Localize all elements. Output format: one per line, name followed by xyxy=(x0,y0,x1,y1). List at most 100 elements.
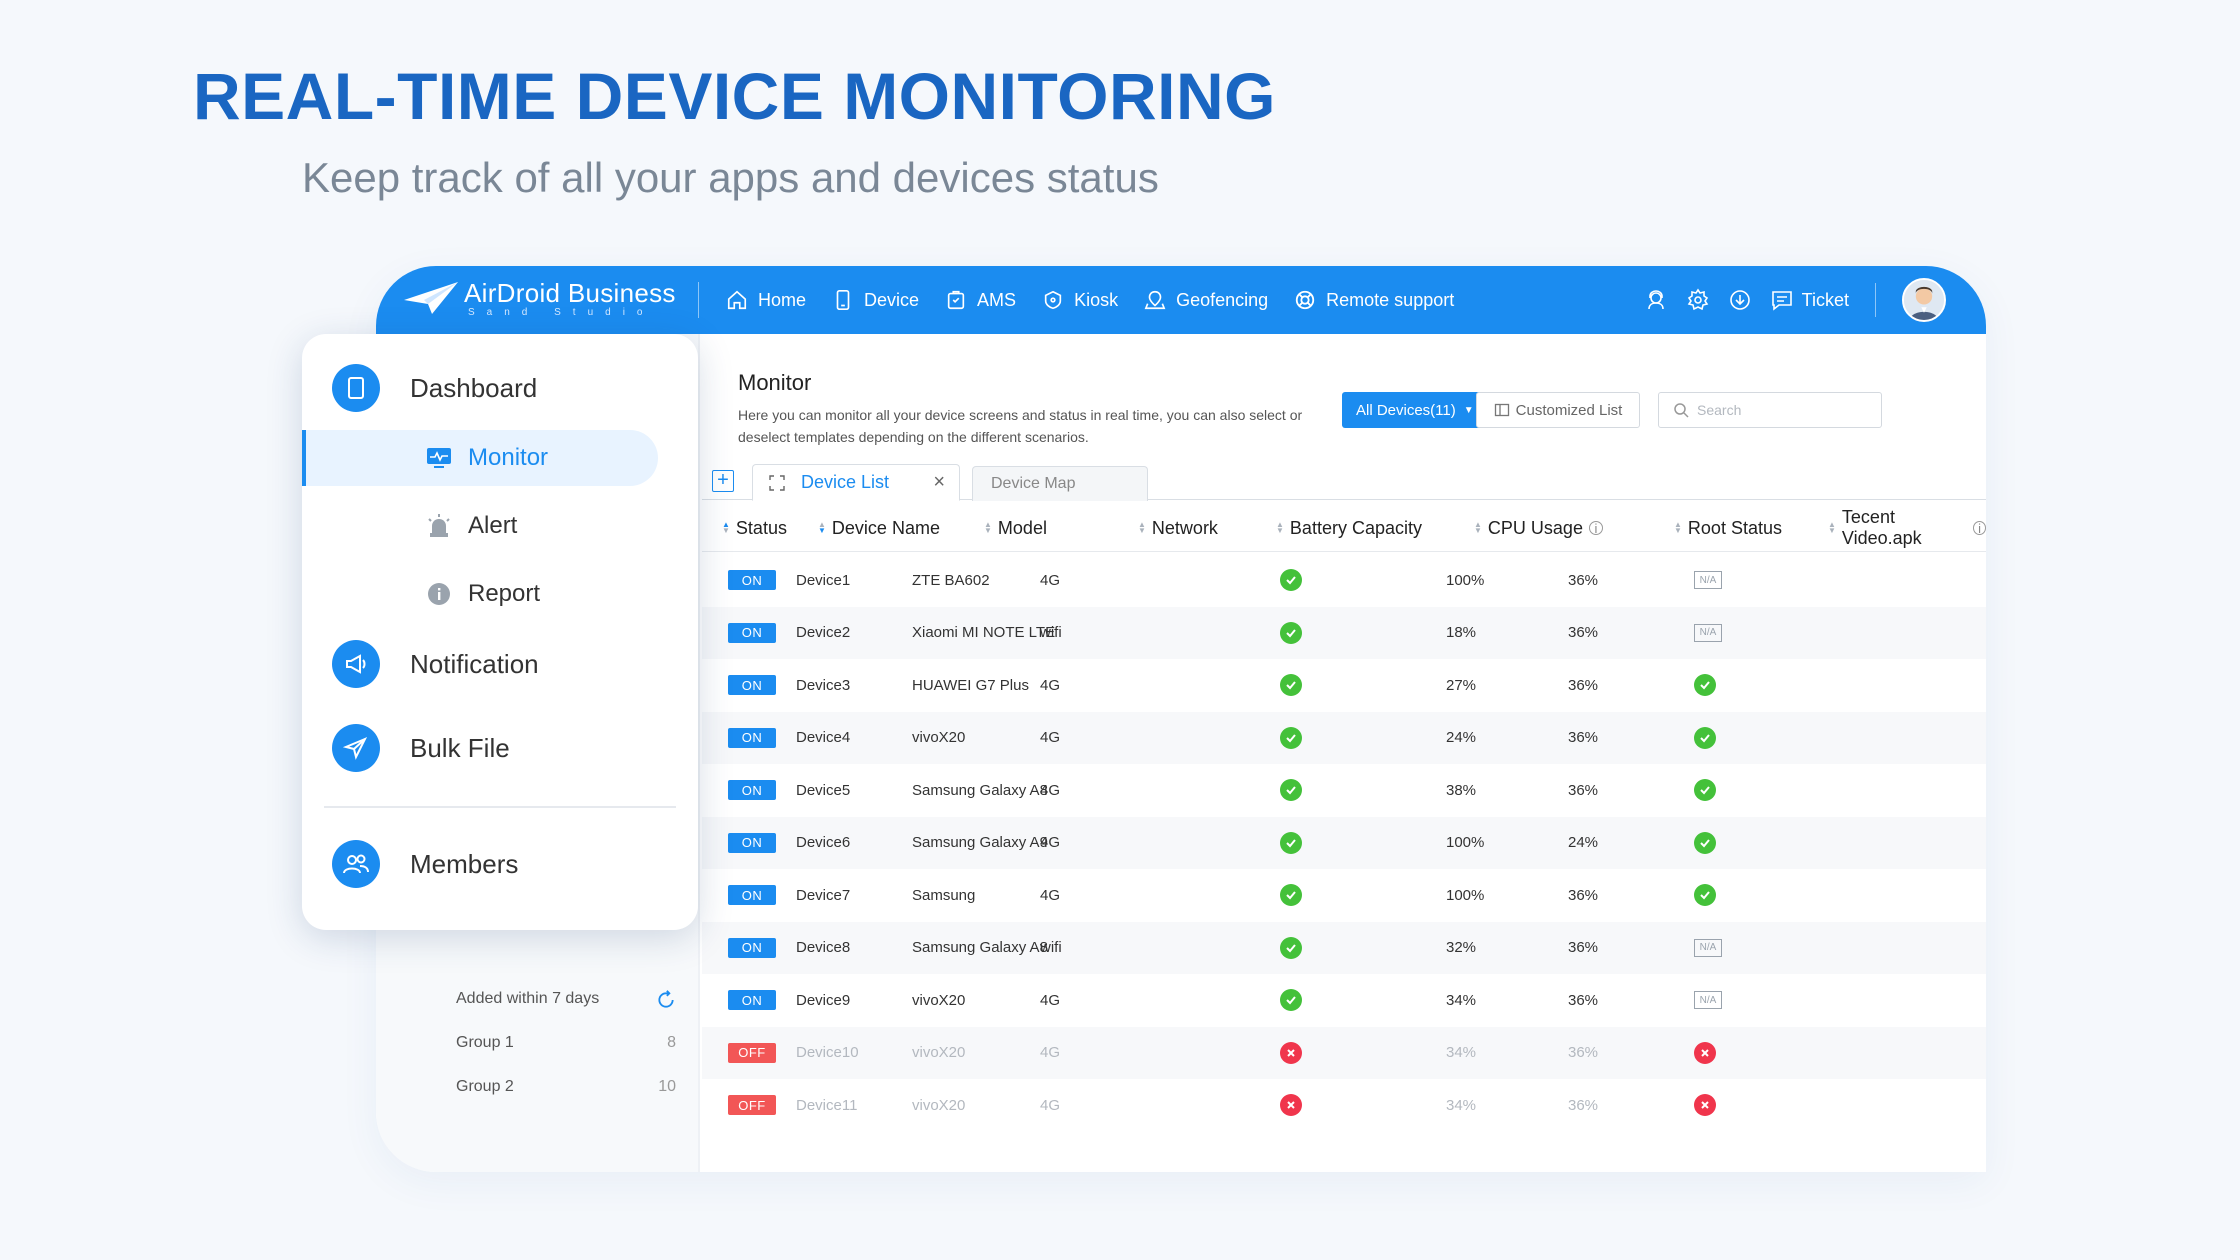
sidebar-item-label: Bulk File xyxy=(410,732,510,763)
monitor-screen-icon xyxy=(427,448,451,468)
apk-error-cross-icon xyxy=(1694,1041,1716,1064)
battery-ok-check-icon xyxy=(1280,674,1302,696)
refresh-icon[interactable] xyxy=(656,990,676,1010)
group-label: Added within 7 days xyxy=(456,990,600,1007)
table-row[interactable]: ON Device9 vivoX20 4G 34% 36% N/A xyxy=(702,974,1986,1026)
settings-gear-icon[interactable] xyxy=(1686,288,1710,312)
col-device-name[interactable]: ▲ ▼ Device Name xyxy=(818,504,940,552)
battery-error-cross-icon xyxy=(1280,1041,1302,1064)
cpu-usage: 32% xyxy=(1446,939,1477,956)
col-battery-capacity[interactable]: ▲ ▼ Battery Capacity xyxy=(1276,504,1422,552)
user-avatar[interactable] xyxy=(1902,278,1946,322)
nav-home[interactable]: Home xyxy=(726,289,806,311)
sidebar-item-label: Alert xyxy=(468,512,518,539)
nav-remote-support-label: Remote support xyxy=(1326,289,1455,310)
info-icon[interactable]: i xyxy=(1588,521,1603,536)
table-row[interactable]: ON Device5 Samsung Galaxy A8 4G 38% 36% xyxy=(702,764,1986,816)
table-row[interactable]: ON Device2 Xiaomi MI NOTE LTE wifi 18% 36% N/A xyxy=(702,606,1986,659)
nav-remote-support[interactable]: Remote support xyxy=(1294,289,1454,311)
sidebar-item-label: Dashboard xyxy=(410,372,538,403)
col-root-status[interactable]: ▲ ▼ Root Status xyxy=(1674,504,1782,552)
hero-subtitle: Keep track of all your apps and devices … xyxy=(302,154,1159,201)
group-added-within-7-days[interactable]: Added within 7 days xyxy=(456,990,676,1010)
info-icon[interactable]: i xyxy=(1973,521,1986,536)
cpu-usage: 27% xyxy=(1446,676,1477,694)
device-model: Samsung xyxy=(912,886,976,904)
battery-ok-check-icon xyxy=(1280,569,1302,591)
cpu-usage: 100% xyxy=(1446,571,1485,589)
device-network: 4G xyxy=(1040,571,1061,589)
expand-icon[interactable] xyxy=(769,474,785,491)
table-row[interactable]: ON Device6 Samsung Galaxy A9 4G 100% 24% xyxy=(702,816,1986,869)
device-network: 4G xyxy=(1040,729,1061,746)
sidebar-item-report[interactable]: Report xyxy=(302,566,658,622)
sidebar-item-alert[interactable]: Alert xyxy=(302,498,658,554)
nav-ams[interactable]: AMS xyxy=(945,289,1016,311)
search-input[interactable] xyxy=(1697,402,1867,418)
close-tab-icon[interactable]: × xyxy=(933,471,945,493)
sidebar-item-members[interactable]: Members xyxy=(332,840,518,888)
sidebar-item-label: Notification xyxy=(410,648,539,679)
col-tecent-video-apk[interactable]: ▲ ▼ Tecent Video.apk i xyxy=(1828,504,1986,552)
nav-home-label: Home xyxy=(758,289,807,310)
col-label: Battery Capacity xyxy=(1289,517,1422,538)
col-model[interactable]: ▲ ▼ Model xyxy=(984,504,1047,552)
device-network: 4G xyxy=(1040,991,1061,1009)
status-badge: ON xyxy=(728,780,776,800)
sidebar-item-dashboard[interactable]: Dashboard xyxy=(332,364,537,412)
table-header: ▲ ▼ Status ▲ ▼ Device Name ▲ ▼ Model ▲ ▼ Network… xyxy=(702,504,1986,552)
device-network: 4G xyxy=(1040,886,1061,904)
sidebar-item-label: Report xyxy=(468,580,541,607)
tab-device-map[interactable]: Device Map xyxy=(972,466,1148,501)
table-row[interactable]: ON Device1 ZTE BA602 4G 100% 36% N/A xyxy=(702,554,1986,606)
col-network[interactable]: ▲ ▼ Network xyxy=(1138,504,1218,552)
root-status: 36% xyxy=(1568,1044,1599,1061)
device-model: vivoX20 xyxy=(912,1044,966,1061)
support-agent-icon[interactable] xyxy=(1644,288,1668,312)
table-row[interactable]: OFF Device11 vivoX20 4G 34% 36% xyxy=(702,1079,1986,1131)
add-tab-button[interactable]: + xyxy=(712,470,734,492)
tab-device-list-label: Device List xyxy=(801,472,890,492)
caret-down-icon: ▼ xyxy=(1463,404,1474,416)
sidebar-item-notification[interactable]: Notification xyxy=(332,640,539,688)
search-box[interactable] xyxy=(1658,392,1882,428)
root-status: 36% xyxy=(1568,1096,1599,1114)
table-row[interactable]: ON Device3 HUAWEI G7 Plus 4G 27% 36% xyxy=(702,659,1986,711)
all-devices-dropdown[interactable]: All Devices(11) ▼ xyxy=(1342,392,1488,428)
logo[interactable]: AirDroid Business Sand Studio xyxy=(402,278,676,318)
download-icon[interactable] xyxy=(1728,288,1752,312)
root-status: 36% xyxy=(1568,781,1599,799)
customized-list-label: Customized List xyxy=(1515,401,1623,419)
table-row[interactable]: OFF Device10 vivoX20 4G 34% 36% xyxy=(702,1026,1986,1079)
group-2[interactable]: Group 2 10 xyxy=(456,1078,676,1096)
nav-geofencing[interactable]: Geofencing xyxy=(1144,289,1268,311)
bulk-file-send-icon xyxy=(332,724,380,772)
sort-icon: ▲ ▼ xyxy=(722,520,730,535)
tab-device-list[interactable]: Device List × xyxy=(752,464,960,501)
table-row[interactable]: ON Device4 vivoX20 4G 24% 36% xyxy=(702,711,1986,764)
nav-kiosk[interactable]: Kiosk xyxy=(1042,289,1118,311)
ticket-button[interactable]: Ticket xyxy=(1770,288,1849,312)
sidebar-item-monitor[interactable]: Monitor xyxy=(302,430,658,486)
device-model: Samsung Galaxy A8 xyxy=(912,781,1048,799)
customized-list-button[interactable]: Customized List xyxy=(1476,392,1640,428)
cpu-usage: 34% xyxy=(1446,1044,1477,1061)
col-cpu-usage[interactable]: ▲ ▼ CPU Usage i xyxy=(1474,504,1603,552)
group-1[interactable]: Group 1 8 xyxy=(456,1034,676,1052)
table-row[interactable]: ON Device8 Samsung Galaxy A8 wifi 32% 36% N/A xyxy=(702,921,1986,974)
monitor-main: Monitor Here you can monitor all your de… xyxy=(702,334,1986,1172)
sort-icon: ▲ ▼ xyxy=(1474,520,1482,535)
battery-ok-check-icon xyxy=(1280,726,1302,749)
sort-icon: ▲ ▼ xyxy=(1828,520,1836,535)
device-model: Samsung Galaxy A8 xyxy=(912,939,1048,956)
nav-device[interactable]: Device xyxy=(832,289,919,311)
sidebar-item-bulk-file[interactable]: Bulk File xyxy=(332,724,510,772)
table-row[interactable]: ON Device7 Samsung 4G 100% 36% xyxy=(702,869,1986,921)
col-status[interactable]: ▲ ▼ Status xyxy=(722,504,787,552)
root-status: 36% xyxy=(1568,886,1599,904)
nav-kiosk-label: Kiosk xyxy=(1074,289,1119,310)
col-label: Root Status xyxy=(1687,517,1782,538)
col-label: Model xyxy=(997,517,1047,538)
device-model: HUAWEI G7 Plus xyxy=(912,676,1029,694)
sort-icon: ▲ ▼ xyxy=(1276,520,1284,535)
